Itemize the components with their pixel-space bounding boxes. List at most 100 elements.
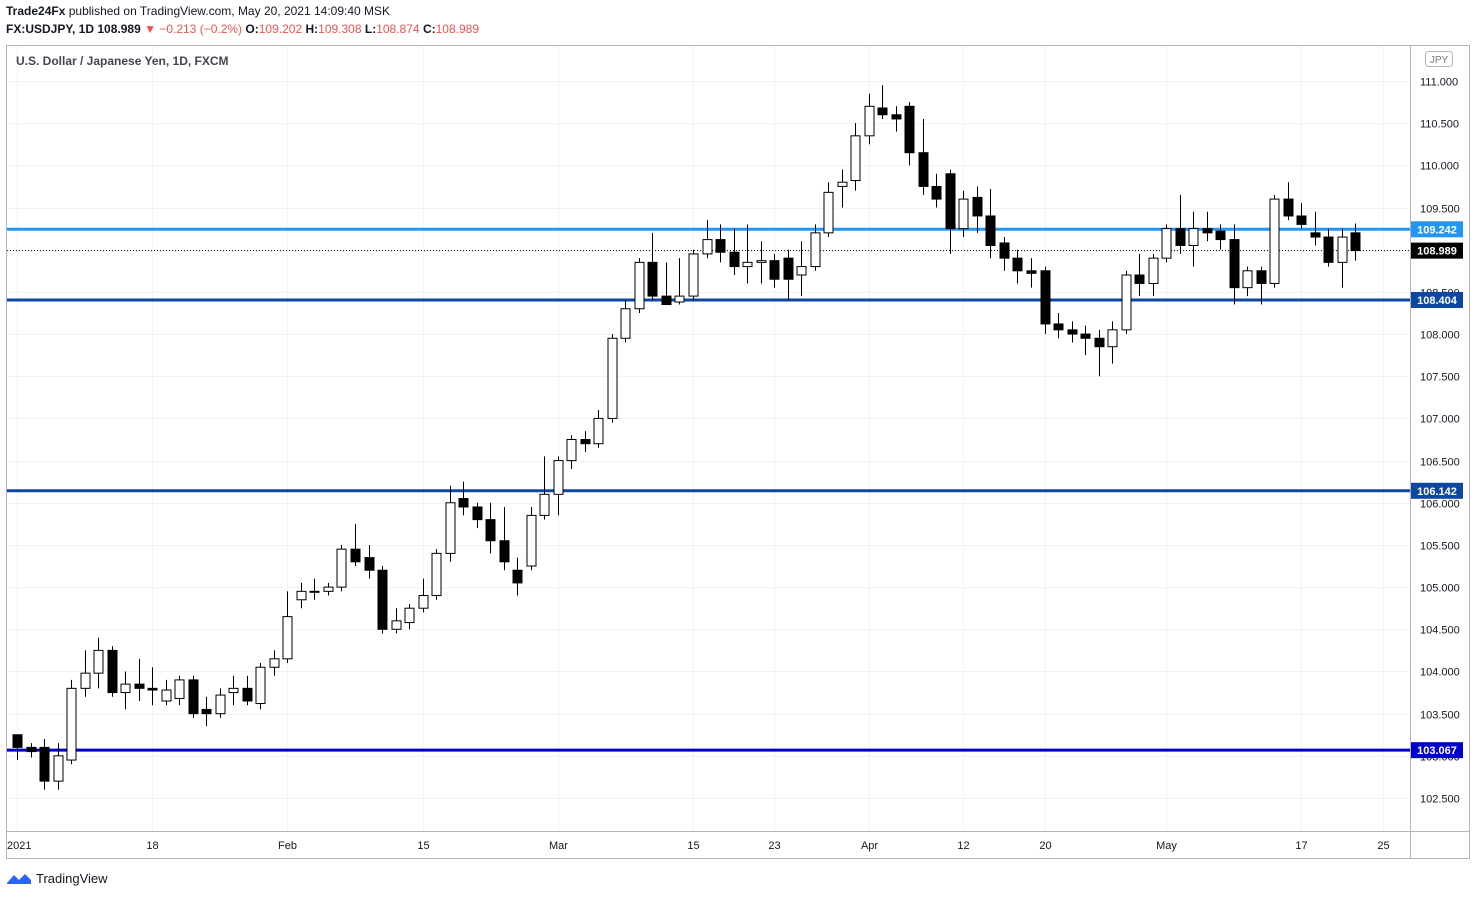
candle-body xyxy=(607,337,618,419)
time-tick-label: 2021 xyxy=(7,840,31,852)
candle-down xyxy=(647,232,658,301)
time-tick-label: 18 xyxy=(146,840,158,852)
candle-up xyxy=(756,241,767,284)
low-value: 108.874 xyxy=(376,22,420,36)
chart-frame xyxy=(6,45,1470,859)
candle-down xyxy=(188,675,199,718)
candle-up xyxy=(688,249,699,301)
candle-body xyxy=(756,260,767,263)
candle-body xyxy=(715,239,726,253)
price-tick-label: 103.500 xyxy=(1420,710,1460,722)
candle-down xyxy=(1134,253,1145,297)
candle-up xyxy=(823,182,834,238)
candle-body xyxy=(391,620,402,630)
candle-body xyxy=(810,232,821,268)
price-tick-label: 108.000 xyxy=(1420,330,1460,342)
chart-title: U.S. Dollar / Japanese Yen, 1D, FXCM xyxy=(16,54,229,68)
candle-body xyxy=(93,649,104,674)
candle-body xyxy=(1026,270,1037,274)
price-tick-label: 105.500 xyxy=(1420,541,1460,553)
published-text: published on TradingView.com, May 20, 20… xyxy=(68,4,391,18)
price-labels: 109.242 108.404 106.142 103.067 108.989 xyxy=(1411,221,1463,759)
time-axis[interactable]: 2021 18 Feb 15 Mar 15 23 Apr 12 20 May 17 25 xyxy=(7,840,1390,852)
level-price-label: 108.404 xyxy=(1417,295,1458,307)
candle-up xyxy=(161,679,172,706)
candle-body xyxy=(620,308,631,339)
candle-down xyxy=(931,173,942,208)
level-price-label: 106.142 xyxy=(1417,486,1457,498)
candle-body xyxy=(174,679,185,699)
time-tick-label: 15 xyxy=(417,840,429,852)
candle-body xyxy=(999,242,1010,259)
candle-down xyxy=(364,544,375,579)
last-price: 108.989 xyxy=(97,22,141,36)
candle-body xyxy=(445,502,456,554)
candle-body xyxy=(1107,329,1118,348)
candle-body xyxy=(499,540,510,563)
level-price-label-bg xyxy=(1411,482,1463,499)
candle-down xyxy=(1296,203,1307,229)
candle-body xyxy=(1269,198,1280,284)
candle-down xyxy=(377,566,388,634)
candle-body xyxy=(66,687,77,761)
candle-down xyxy=(147,667,158,706)
time-tick-label: 17 xyxy=(1295,840,1307,852)
candle-up xyxy=(404,603,415,630)
candle-up xyxy=(593,409,604,448)
candle-up xyxy=(674,258,685,305)
currency-label: JPY xyxy=(1430,55,1449,66)
candle-body xyxy=(742,261,753,268)
candle-down xyxy=(1350,223,1361,261)
candle-body xyxy=(1053,323,1064,331)
candle-up xyxy=(120,671,131,710)
publish-info: Trade24Fx published on TradingView.com, … xyxy=(6,4,390,18)
candle-up xyxy=(445,485,456,562)
open-label: O: xyxy=(245,22,259,36)
candle-down xyxy=(972,186,983,233)
candle-down xyxy=(1053,312,1064,339)
candle-up xyxy=(282,591,293,664)
candle-up xyxy=(1148,253,1159,297)
candle-up xyxy=(296,582,307,609)
candle-up xyxy=(958,190,969,238)
candle-up xyxy=(309,578,320,600)
candle-down xyxy=(1080,325,1091,356)
candle-body xyxy=(1242,270,1253,289)
candle-down xyxy=(499,506,510,571)
currency-badge[interactable] xyxy=(1425,51,1453,67)
candle-body xyxy=(918,152,929,187)
candle-up xyxy=(526,506,537,571)
candle-body xyxy=(161,689,172,702)
candle-up xyxy=(66,679,77,765)
candle-up xyxy=(174,675,185,706)
candle-body xyxy=(12,734,23,748)
candle-body xyxy=(729,251,740,268)
candle-up xyxy=(1269,194,1280,288)
candle-down xyxy=(661,262,672,306)
price-axis[interactable]: 102.500103.000103.500104.000104.500105.0… xyxy=(1420,77,1460,806)
time-tick-label: Apr xyxy=(861,840,878,852)
candle-body xyxy=(1296,215,1307,225)
candle-up xyxy=(269,650,280,676)
candle-up xyxy=(228,675,239,706)
time-tick-label: 15 xyxy=(687,840,699,852)
candle-up xyxy=(215,688,226,718)
close-value: 108.989 xyxy=(435,22,479,36)
last-price-label: 108.989 xyxy=(1417,246,1457,258)
time-tick-label: May xyxy=(1156,840,1177,852)
candle-down xyxy=(918,118,929,195)
low-label: L: xyxy=(364,22,377,36)
last-price-label-bg xyxy=(1411,242,1463,259)
candle-up xyxy=(607,334,618,423)
candle-body xyxy=(404,607,415,624)
candle-body xyxy=(255,666,266,705)
price-tick-label: 107.500 xyxy=(1420,372,1460,384)
candle-body xyxy=(120,683,131,694)
candle-body xyxy=(634,261,645,310)
candle-down xyxy=(1229,224,1240,305)
price-change: ▼ −0.213 (−0.2%) xyxy=(144,22,243,36)
level-price-label-bg xyxy=(1411,742,1463,759)
tradingview-logo[interactable]: TradingView xyxy=(6,870,108,886)
candle-body xyxy=(1350,232,1361,252)
